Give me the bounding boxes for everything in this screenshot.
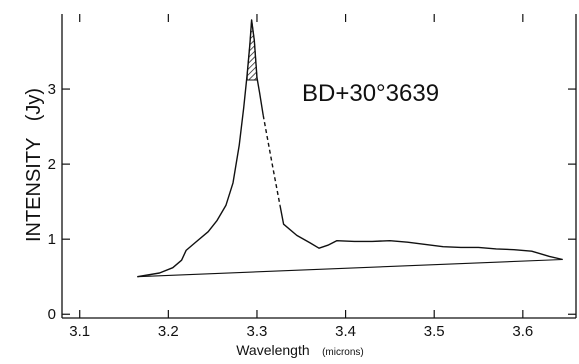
x-axis-label-main: Wavelength <box>236 342 309 358</box>
y-tick-label: 0 <box>48 306 56 323</box>
spectrum-line-2 <box>279 205 563 261</box>
chart-title: BD+30°3639 <box>302 80 439 107</box>
x-tick-label: 3.4 <box>335 323 356 340</box>
y-tick-label: 1 <box>48 231 56 248</box>
x-tick-label: 3.1 <box>69 323 90 340</box>
x-axis-label: Wavelength (microns) <box>236 342 364 359</box>
continuum-baseline-line <box>137 258 563 278</box>
x-axis-label-unit: (microns) <box>322 347 364 358</box>
plot-frame <box>61 14 577 319</box>
x-tick-label: 3.2 <box>158 323 179 340</box>
x-tick-label: 3.5 <box>424 323 445 340</box>
axis-ticks: 3.1 3.2 3.3 3.4 3.5 3.6 0 1 2 3 <box>48 14 576 340</box>
y-axis-label: INTENSITY (Jy) <box>23 88 45 242</box>
x-tick-label: 3.6 <box>512 323 533 340</box>
y-tick-label: 3 <box>48 81 56 98</box>
series-group <box>137 19 563 278</box>
x-tick-label: 3.3 <box>247 323 268 340</box>
spectrum-line-0 <box>137 19 264 278</box>
y-tick-label: 2 <box>48 156 56 173</box>
interpolated-dashed-segment <box>262 115 281 206</box>
